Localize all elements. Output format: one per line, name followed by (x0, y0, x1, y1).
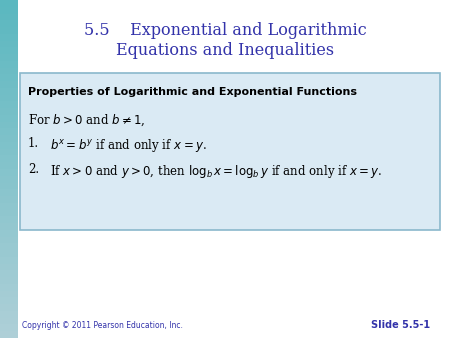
Bar (0, 196, 18, 203)
Bar (0, 331, 18, 338)
Text: 5.5    Exponential and Logarithmic: 5.5 Exponential and Logarithmic (84, 22, 366, 39)
Bar (0, 88, 18, 95)
Text: Copyright © 2011 Pearson Education, Inc.: Copyright © 2011 Pearson Education, Inc. (22, 321, 183, 330)
Text: Properties of Logarithmic and Exponential Functions: Properties of Logarithmic and Exponentia… (28, 87, 357, 97)
Text: If $x > 0$ and $y > 0$, then $\log_b x = \log_b y$ if and only if $x = y$.: If $x > 0$ and $y > 0$, then $\log_b x =… (50, 163, 382, 180)
Bar (0, 128, 18, 135)
Bar (0, 27, 18, 34)
Bar (0, 101, 18, 108)
Text: 1.: 1. (28, 137, 39, 150)
Bar (0, 237, 18, 243)
Bar (0, 264, 18, 270)
Bar (0, 270, 18, 277)
Text: For $b > 0$ and $b \neq 1$,: For $b > 0$ and $b \neq 1$, (28, 113, 145, 128)
Bar (0, 304, 18, 311)
Bar (0, 34, 18, 41)
Bar (0, 291, 18, 297)
Bar (0, 7, 18, 14)
Bar (0, 155, 18, 162)
Bar (0, 135, 18, 142)
FancyBboxPatch shape (20, 73, 440, 230)
Bar (0, 122, 18, 128)
Bar (0, 216, 18, 223)
Bar (0, 47, 18, 54)
Bar (0, 74, 18, 81)
Bar (0, 311, 18, 318)
Bar (0, 149, 18, 155)
Bar (0, 142, 18, 149)
Bar (0, 189, 18, 196)
Bar (0, 183, 18, 189)
Bar (0, 0, 18, 7)
Bar (0, 162, 18, 169)
Bar (0, 243, 18, 250)
Bar (0, 176, 18, 183)
Bar (0, 41, 18, 47)
Bar (0, 81, 18, 88)
Bar (0, 14, 18, 20)
Bar (0, 54, 18, 61)
Bar (0, 203, 18, 210)
Text: $b^x = b^y$ if and only if $x = y$.: $b^x = b^y$ if and only if $x = y$. (50, 137, 207, 154)
Bar (0, 297, 18, 304)
Text: Slide 5.5-1: Slide 5.5-1 (371, 320, 430, 330)
Bar (0, 257, 18, 264)
Bar (0, 115, 18, 122)
Text: Equations and Inequalities: Equations and Inequalities (116, 42, 334, 59)
Bar (0, 284, 18, 291)
Bar (0, 250, 18, 257)
Bar (0, 324, 18, 331)
Bar (0, 95, 18, 101)
Bar (0, 223, 18, 230)
Bar (0, 20, 18, 27)
Text: 2.: 2. (28, 163, 39, 176)
Bar (0, 277, 18, 284)
Bar (0, 169, 18, 176)
Bar (0, 68, 18, 74)
Bar (0, 108, 18, 115)
Bar (0, 61, 18, 68)
Bar (0, 210, 18, 216)
Bar (0, 318, 18, 324)
Bar (0, 230, 18, 237)
